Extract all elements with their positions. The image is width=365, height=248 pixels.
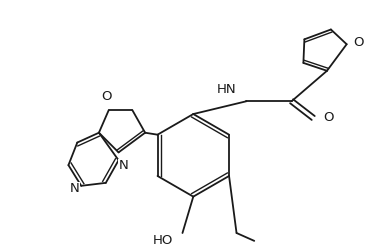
Text: HN: HN: [217, 83, 237, 96]
Text: O: O: [101, 90, 112, 103]
Text: N: N: [69, 182, 79, 195]
Text: N: N: [119, 159, 128, 172]
Text: HO: HO: [152, 234, 173, 247]
Text: O: O: [354, 36, 364, 49]
Text: O: O: [323, 111, 334, 124]
